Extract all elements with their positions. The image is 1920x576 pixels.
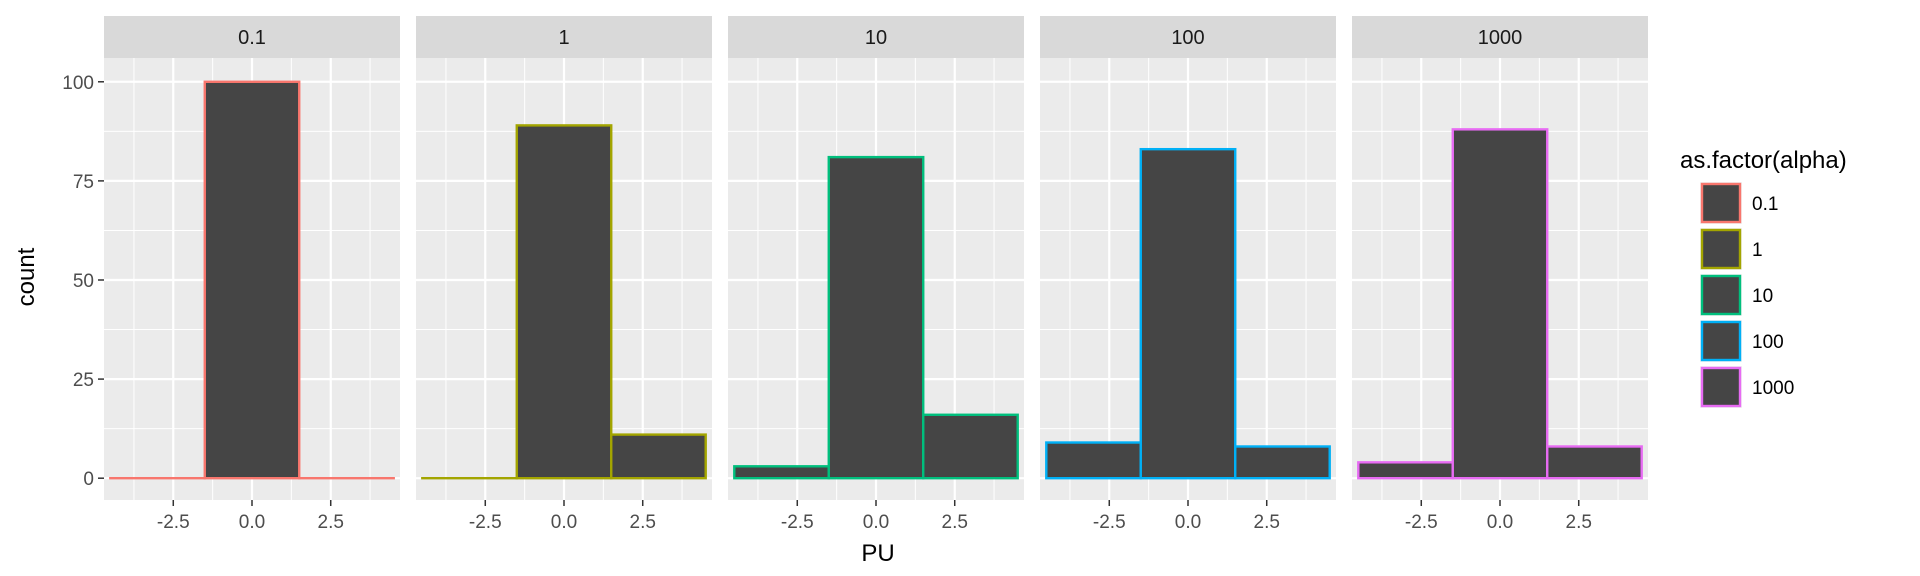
legend-label: 10 bbox=[1752, 286, 1773, 307]
facet-panel: 1 -2.5 0.0 2.5 bbox=[416, 16, 712, 533]
facet-strip-label: 0.1 bbox=[238, 27, 266, 49]
x-axis-title: PU bbox=[861, 540, 894, 567]
y-tick-label: 0 bbox=[83, 469, 94, 490]
y-tick-label: 50 bbox=[73, 271, 94, 292]
legend-key bbox=[1700, 366, 1742, 408]
legend-key bbox=[1700, 228, 1742, 270]
x-tick-label: 2.5 bbox=[942, 512, 968, 533]
histogram-bar bbox=[1234, 445, 1331, 480]
legend-key bbox=[1700, 274, 1742, 316]
legend-label: 1000 bbox=[1752, 378, 1794, 399]
histogram-bar bbox=[922, 413, 1019, 480]
x-tick-label: -2.5 bbox=[1093, 512, 1126, 533]
x-tick-label: 2.5 bbox=[630, 512, 656, 533]
y-tick-label: 75 bbox=[73, 172, 94, 193]
x-tick-label: 2.5 bbox=[1566, 512, 1592, 533]
x-tick-label: 0.0 bbox=[1487, 512, 1513, 533]
facet-panel: 0.1 -2.5 0.0 2.5 bbox=[104, 16, 400, 533]
histogram-bar bbox=[827, 155, 925, 480]
legend-title: as.factor(alpha) bbox=[1680, 147, 1847, 174]
legend-key bbox=[1700, 182, 1742, 224]
histogram-bar bbox=[1546, 445, 1643, 480]
facet-panel: 1000 -2.5 0.0 2.5 bbox=[1352, 16, 1648, 533]
x-tick-label: 0.0 bbox=[863, 512, 889, 533]
facet-panel: 10 -2.5 0.0 2.5 bbox=[728, 16, 1024, 533]
histogram-bar bbox=[1139, 147, 1237, 480]
legend: as.factor(alpha) 0.1 1 10 100 1000 bbox=[1680, 147, 1847, 408]
x-tick-label: 0.0 bbox=[1175, 512, 1201, 533]
x-tick-label: 2.5 bbox=[1254, 512, 1280, 533]
facet-panels: 0.1 -2.5 0.0 2.5 1 -2.5 0.0 2.5 10 -2.5 0.0 2.5 100 -… bbox=[104, 16, 1648, 533]
y-tick-label: 100 bbox=[62, 73, 94, 94]
legend-key bbox=[1700, 320, 1742, 362]
x-tick-label: 0.0 bbox=[551, 512, 577, 533]
facet-strip bbox=[728, 16, 1024, 58]
y-axis-title: count bbox=[13, 247, 40, 306]
histogram-bar bbox=[733, 465, 830, 480]
histogram-bar bbox=[1357, 461, 1454, 480]
legend-label: 100 bbox=[1752, 332, 1784, 353]
histogram-bar bbox=[610, 433, 707, 480]
y-axis: 0 25 50 75 100 bbox=[62, 73, 104, 490]
facet-strip-label: 100 bbox=[1171, 27, 1204, 49]
facet-strip bbox=[1040, 16, 1336, 58]
facet-strip-label: 1 bbox=[558, 27, 569, 49]
facet-panel: 100 -2.5 0.0 2.5 bbox=[1040, 16, 1336, 533]
x-tick-label: 2.5 bbox=[318, 512, 344, 533]
x-tick-label: -2.5 bbox=[469, 512, 502, 533]
facet-strip-label: 10 bbox=[865, 27, 887, 49]
facet-strip bbox=[104, 16, 400, 58]
y-tick-label: 25 bbox=[73, 370, 94, 391]
x-tick-label: -2.5 bbox=[1405, 512, 1438, 533]
facet-strip bbox=[416, 16, 712, 58]
histogram-bar bbox=[1451, 128, 1549, 480]
facet-strip bbox=[1352, 16, 1648, 58]
x-tick-label: -2.5 bbox=[157, 512, 190, 533]
x-tick-label: 0.0 bbox=[239, 512, 265, 533]
legend-label: 0.1 bbox=[1752, 194, 1778, 215]
x-tick-label: -2.5 bbox=[781, 512, 814, 533]
legend-label: 1 bbox=[1752, 240, 1763, 261]
facet-strip-label: 1000 bbox=[1478, 27, 1523, 49]
histogram-bar bbox=[515, 124, 613, 480]
histogram-bar bbox=[203, 80, 301, 480]
histogram-bar bbox=[1045, 441, 1142, 480]
